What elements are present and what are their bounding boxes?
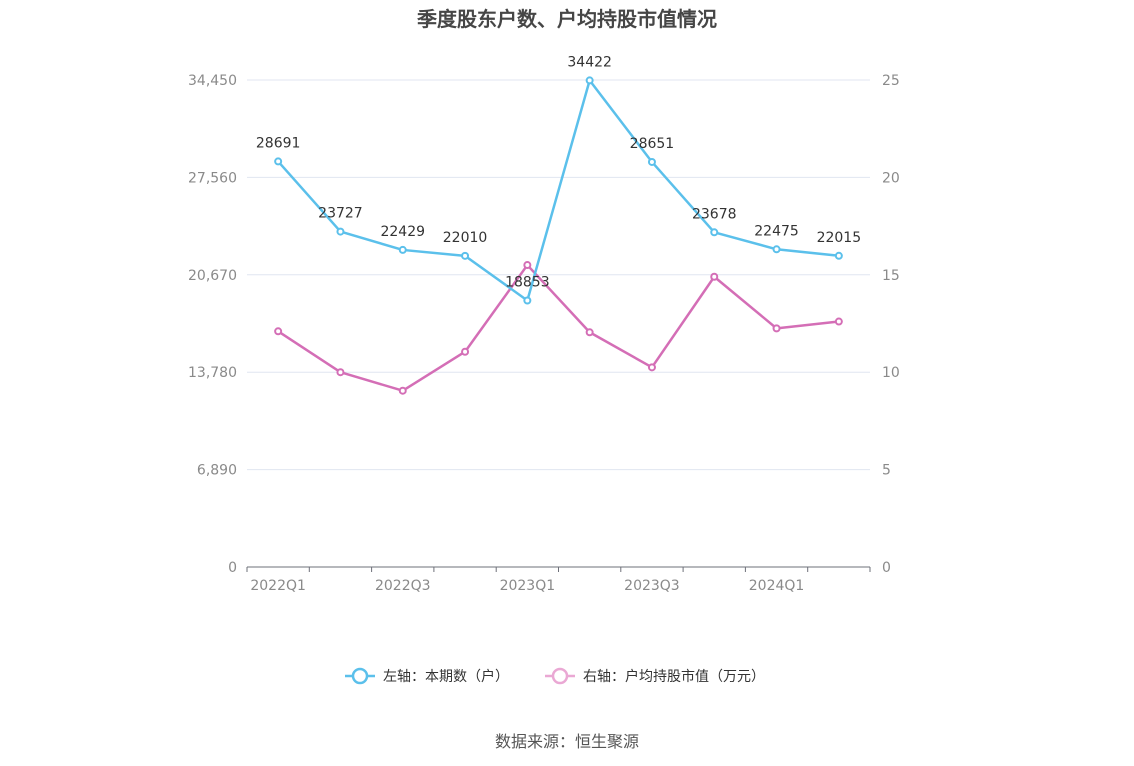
data-point — [710, 272, 719, 281]
data-point — [647, 157, 656, 166]
data-label: 18853 — [505, 274, 550, 290]
legend-label: 右轴：户均持股市值（万元） — [583, 668, 765, 685]
data-point — [647, 363, 656, 372]
x-axis-tick-label: 2022Q1 — [250, 578, 306, 594]
right-axis-tick-label: 15 — [882, 268, 900, 284]
data-label: 34422 — [567, 54, 612, 70]
left-axis-tick-label: 13,780 — [188, 365, 237, 381]
data-label: 22475 — [754, 223, 799, 239]
x-axis-tick-label: 2022Q3 — [375, 578, 431, 594]
x-axis-tick-label: 2023Q1 — [500, 578, 556, 594]
right-axis-tick-label: 5 — [882, 463, 891, 479]
data-label: 23678 — [692, 206, 737, 222]
legend-swatch-marker — [551, 667, 569, 685]
data-label: 23727 — [318, 206, 363, 222]
data-point — [834, 251, 843, 260]
data-point — [523, 261, 532, 270]
left-axis-tick-label: 34,450 — [188, 73, 237, 89]
legend-label: 左轴：本期数（户） — [383, 668, 509, 685]
legend-swatch-marker — [351, 667, 369, 685]
right-axis: 0 5 10 15 20 25 — [882, 73, 900, 576]
left-axis-tick-label: 20,670 — [188, 268, 237, 284]
data-label: 28651 — [630, 136, 675, 152]
left-axis-tick-label: 0 — [228, 560, 237, 576]
series-line — [277, 79, 839, 302]
data-point — [274, 157, 283, 166]
data-source: 数据来源：恒生聚源 — [495, 732, 639, 751]
data-point — [523, 296, 532, 305]
data-point — [274, 327, 283, 336]
data-point — [585, 76, 594, 85]
series-layer: 28691 23727 22429 22010 18853 34422 28651 23678… — [256, 54, 862, 395]
data-point — [461, 251, 470, 260]
series-avg-market-value — [274, 261, 843, 395]
x-axis-tick-label: 2023Q3 — [624, 578, 680, 594]
legend-item[interactable]: 右轴：户均持股市值（万元） — [545, 667, 765, 685]
legend-item[interactable]: 左轴：本期数（户） — [345, 667, 509, 685]
data-label: 22429 — [380, 224, 425, 240]
series-line — [277, 263, 839, 392]
x-axis-tick-label: 2024Q1 — [749, 578, 805, 594]
series-holders: 28691 23727 22429 22010 18853 34422 28651 23678… — [256, 54, 862, 305]
data-point — [585, 328, 594, 337]
left-axis: 0 6,890 13,780 20,670 27,560 34,450 — [188, 73, 237, 576]
x-axis: 2022Q1 2022Q3 2023Q1 2023Q3 2024Q1 — [246, 566, 871, 594]
data-point — [336, 368, 345, 377]
data-point — [461, 347, 470, 356]
left-axis-tick-label: 6,890 — [197, 463, 237, 479]
data-label: 22015 — [817, 230, 862, 246]
legend[interactable]: 左轴：本期数（户） 右轴：户均持股市值（万元） — [345, 667, 765, 685]
right-axis-tick-label: 20 — [882, 170, 900, 186]
data-label: 28691 — [256, 135, 301, 151]
data-point — [834, 317, 843, 326]
data-point — [336, 227, 345, 236]
data-point — [710, 228, 719, 237]
grid — [247, 79, 870, 471]
data-point — [772, 324, 781, 333]
right-axis-tick-label: 25 — [882, 73, 900, 89]
right-axis-tick-label: 0 — [882, 560, 891, 576]
data-point — [398, 245, 407, 254]
data-point — [772, 245, 781, 254]
left-axis-tick-label: 27,560 — [188, 170, 237, 186]
data-label: 22010 — [443, 230, 488, 246]
data-point — [398, 386, 407, 395]
chart-title: 季度股东户数、户均持股市值情况 — [416, 7, 717, 31]
right-axis-tick-label: 10 — [882, 365, 900, 381]
